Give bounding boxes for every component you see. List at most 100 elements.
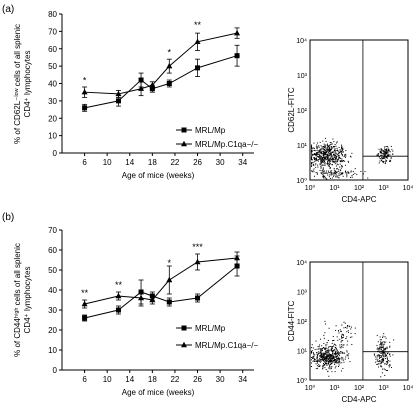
cell-dot — [331, 359, 333, 361]
cell-dot — [310, 356, 312, 358]
cell-dot — [380, 355, 382, 357]
cell-dot — [324, 347, 326, 349]
cell-dot — [331, 174, 333, 176]
x-tick-label: 18 — [148, 158, 157, 167]
cell-dot — [324, 358, 326, 360]
cell-dot — [330, 356, 332, 358]
cell-dot — [324, 359, 326, 361]
cell-dot — [339, 358, 341, 360]
cell-dot — [347, 330, 349, 332]
cell-dot — [325, 156, 327, 158]
cell-dot — [334, 152, 336, 154]
cell-dot — [317, 360, 319, 362]
cell-dot — [338, 151, 340, 153]
cell-dot — [376, 357, 378, 359]
cell-dot — [325, 350, 327, 352]
cell-dot — [386, 348, 388, 350]
cell-dot — [326, 344, 328, 346]
cell-dot — [322, 175, 324, 177]
cell-dot — [387, 360, 389, 362]
cell-dot — [318, 156, 320, 158]
cell-dot — [320, 162, 322, 164]
cell-dot — [384, 357, 386, 359]
cell-dot — [340, 357, 342, 359]
cell-dot — [324, 175, 326, 177]
cell-dot — [330, 171, 332, 173]
cell-dot — [330, 149, 332, 151]
cell-dot — [316, 152, 318, 154]
cell-dot — [333, 349, 335, 351]
cell-dot — [383, 349, 385, 351]
cell-dot — [317, 153, 319, 155]
cell-dot — [342, 147, 344, 149]
cell-dot — [327, 360, 329, 362]
cell-dot — [331, 153, 333, 155]
cell-dot — [310, 158, 312, 160]
cell-dot — [323, 172, 325, 174]
cell-dot — [313, 171, 315, 173]
cell-dot — [320, 351, 322, 353]
panel-b-label: (b) — [2, 212, 15, 223]
cell-dot — [327, 149, 329, 151]
flow-y-axis-label: CD44-FITC — [287, 300, 296, 341]
cell-dot — [328, 146, 330, 148]
cell-dot — [330, 359, 332, 361]
cell-dot — [324, 157, 326, 159]
cell-dot — [329, 174, 331, 176]
cell-dot — [338, 354, 340, 356]
cell-dot — [378, 356, 380, 358]
cell-dot — [320, 165, 322, 167]
cell-dot — [312, 356, 314, 358]
cell-dot — [331, 363, 333, 365]
cell-dot — [349, 336, 351, 338]
cell-dot — [333, 150, 335, 152]
cell-dot — [323, 361, 325, 363]
cell-dot — [327, 362, 329, 364]
cell-dot — [336, 154, 338, 156]
cell-dot — [335, 359, 337, 361]
cell-dot — [323, 342, 325, 344]
cell-dot — [330, 348, 332, 350]
cell-dot — [319, 158, 321, 160]
cell-dot — [314, 157, 316, 159]
cell-dot — [377, 363, 379, 365]
cell-dot — [341, 145, 343, 147]
cell-dot — [346, 331, 348, 333]
cell-dot — [333, 151, 335, 153]
cell-dot — [320, 166, 322, 168]
cell-dot — [348, 325, 350, 327]
cell-dot — [315, 146, 317, 148]
cell-dot — [337, 339, 339, 341]
cell-dot — [320, 159, 322, 161]
cell-dot — [385, 152, 387, 154]
cell-dot — [329, 359, 331, 361]
cell-dot — [352, 171, 354, 173]
cell-dot — [333, 343, 335, 345]
cell-dot — [381, 359, 383, 361]
cell-dot — [383, 342, 385, 344]
cell-dot — [321, 352, 323, 354]
cell-dot — [335, 348, 337, 350]
cell-dot — [329, 144, 331, 146]
cell-dot — [332, 158, 334, 160]
cell-dot — [331, 355, 333, 357]
cell-dot — [336, 147, 338, 149]
cell-dot — [386, 357, 388, 359]
cell-dot — [330, 172, 332, 174]
cell-dot — [387, 362, 389, 364]
cell-dot — [315, 157, 317, 159]
data-point — [115, 90, 122, 97]
cell-dot — [380, 339, 382, 341]
cell-dot — [323, 149, 325, 151]
cell-dot — [380, 349, 382, 351]
cell-dot — [338, 353, 340, 355]
cell-dot — [321, 146, 323, 148]
cell-dot — [341, 158, 343, 160]
legend-label: MRL/Mp.C1qa−/− — [195, 341, 258, 350]
cell-dot — [327, 339, 329, 341]
cell-dot — [312, 351, 314, 353]
cell-dot — [336, 352, 338, 354]
cell-dot — [317, 142, 319, 144]
cell-dot — [348, 171, 350, 173]
cell-dot — [346, 344, 348, 346]
